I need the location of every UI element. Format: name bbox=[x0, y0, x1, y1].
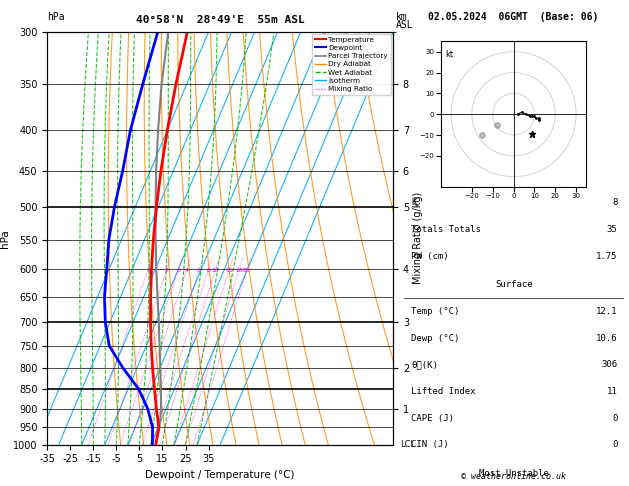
Text: 10.6: 10.6 bbox=[596, 333, 618, 343]
Text: 10: 10 bbox=[211, 268, 220, 273]
Text: 11: 11 bbox=[606, 387, 618, 396]
Text: CAPE (J): CAPE (J) bbox=[411, 414, 454, 423]
Text: 8: 8 bbox=[612, 198, 618, 208]
Text: Totals Totals: Totals Totals bbox=[411, 225, 481, 234]
Text: ASL: ASL bbox=[396, 20, 414, 31]
Text: CIN (J): CIN (J) bbox=[411, 440, 448, 450]
Text: 12.1: 12.1 bbox=[596, 307, 618, 316]
Text: 8: 8 bbox=[206, 268, 210, 273]
Text: 35: 35 bbox=[606, 225, 618, 234]
Text: 25: 25 bbox=[243, 268, 251, 273]
Text: 2: 2 bbox=[165, 268, 169, 273]
Text: θᴄ(K): θᴄ(K) bbox=[411, 360, 438, 369]
Text: 40°58'N  28°49'E  55m ASL: 40°58'N 28°49'E 55m ASL bbox=[136, 15, 304, 25]
Text: Lifted Index: Lifted Index bbox=[411, 387, 476, 396]
Y-axis label: Mixing Ratio (g/kg): Mixing Ratio (g/kg) bbox=[413, 192, 423, 284]
Text: © weatheronline.co.uk: © weatheronline.co.uk bbox=[461, 472, 566, 481]
Text: 15: 15 bbox=[225, 268, 233, 273]
Text: hPa: hPa bbox=[47, 12, 65, 22]
Text: 1: 1 bbox=[146, 268, 150, 273]
Text: LCL: LCL bbox=[400, 440, 415, 449]
Text: 4: 4 bbox=[184, 268, 189, 273]
Text: km: km bbox=[396, 12, 408, 22]
Text: 0: 0 bbox=[612, 414, 618, 423]
Text: 0: 0 bbox=[612, 440, 618, 450]
X-axis label: Dewpoint / Temperature (°C): Dewpoint / Temperature (°C) bbox=[145, 470, 295, 480]
Text: 6: 6 bbox=[197, 268, 201, 273]
Text: 1.75: 1.75 bbox=[596, 252, 618, 261]
Text: K: K bbox=[411, 198, 416, 208]
Text: Dewp (°C): Dewp (°C) bbox=[411, 333, 459, 343]
Text: Most Unstable: Most Unstable bbox=[479, 469, 549, 478]
Text: kt: kt bbox=[445, 50, 453, 59]
Text: Temp (°C): Temp (°C) bbox=[411, 307, 459, 316]
Text: 02.05.2024  06GMT  (Base: 06): 02.05.2024 06GMT (Base: 06) bbox=[428, 12, 599, 22]
Text: PW (cm): PW (cm) bbox=[411, 252, 448, 261]
Text: Surface: Surface bbox=[496, 280, 533, 289]
Text: 20: 20 bbox=[235, 268, 243, 273]
Text: 3: 3 bbox=[176, 268, 180, 273]
Y-axis label: hPa: hPa bbox=[0, 229, 10, 247]
Text: 306: 306 bbox=[601, 360, 618, 369]
Legend: Temperature, Dewpoint, Parcel Trajectory, Dry Adiabat, Wet Adiabat, Isotherm, Mi: Temperature, Dewpoint, Parcel Trajectory… bbox=[312, 34, 391, 95]
